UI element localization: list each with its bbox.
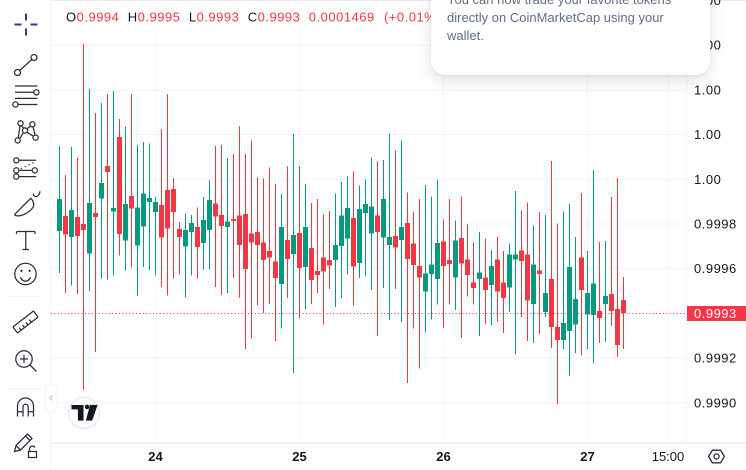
svg-text:27: 27	[580, 449, 594, 464]
svg-text:1.00: 1.00	[694, 172, 721, 187]
svg-text:25: 25	[292, 449, 306, 464]
svg-text:24: 24	[148, 449, 163, 464]
svg-text:0.9992: 0.9992	[694, 351, 737, 366]
svg-text:0.9993: 0.9993	[694, 306, 737, 321]
svg-text:26: 26	[436, 449, 450, 464]
svg-text:0.9996: 0.9996	[694, 261, 737, 276]
svg-text:15:00: 15:00	[652, 449, 685, 464]
svg-text:0.9998: 0.9998	[694, 217, 737, 232]
svg-text:1.00: 1.00	[694, 82, 721, 97]
svg-text:0.9990: 0.9990	[694, 395, 737, 410]
svg-text:1.00: 1.00	[694, 127, 721, 142]
